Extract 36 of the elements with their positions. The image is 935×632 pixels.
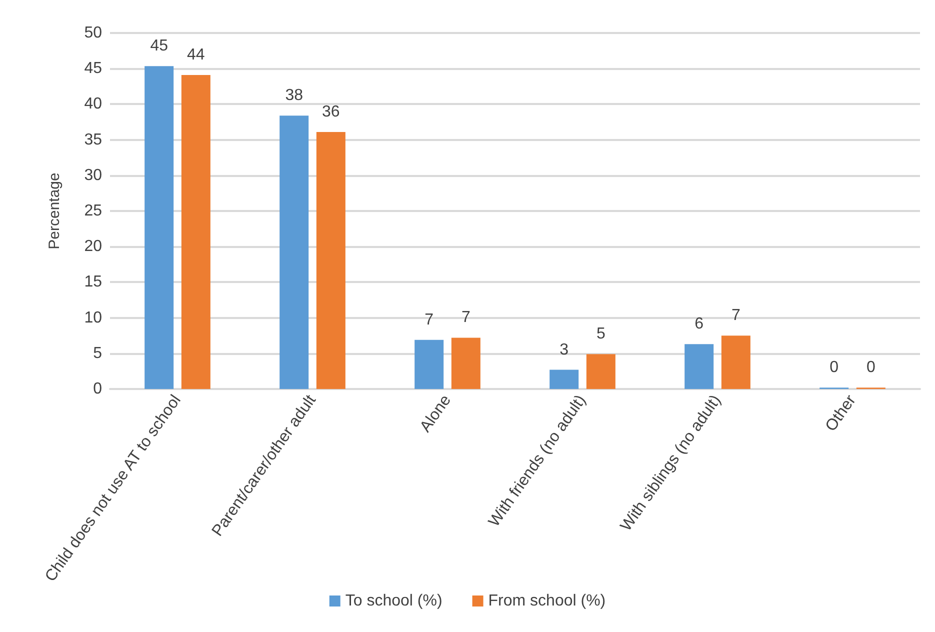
data-label: 5	[596, 326, 606, 343]
y-axis-title: Percentage	[46, 172, 63, 250]
y-tick-label: 45	[84, 60, 102, 78]
y-tick-label: 20	[84, 238, 102, 256]
bar	[721, 336, 750, 389]
bar	[451, 338, 480, 389]
bar	[181, 75, 210, 389]
bar	[316, 132, 346, 389]
legend-label: To school (%)	[345, 592, 442, 610]
data-label: 0	[830, 359, 839, 376]
y-tick-label: 25	[84, 202, 102, 220]
y-tick-label: 30	[84, 166, 102, 184]
data-label: 3	[560, 341, 569, 358]
bar	[586, 354, 616, 389]
bar	[414, 340, 444, 389]
bar	[144, 66, 174, 389]
data-label: 44	[187, 46, 205, 64]
data-label: 38	[285, 87, 304, 104]
y-tick-label: 15	[84, 274, 102, 291]
data-label: 7	[731, 307, 740, 324]
bar	[550, 370, 579, 389]
bar	[684, 344, 714, 389]
y-tick-label: 5	[93, 344, 102, 362]
data-label: 36	[322, 103, 340, 120]
data-label: 45	[150, 38, 168, 55]
y-tick-label: 35	[84, 131, 102, 148]
y-tick-label: 40	[84, 96, 102, 113]
y-tick-label: 0	[93, 380, 102, 398]
bar	[280, 116, 309, 389]
y-tick-label: 10	[84, 309, 102, 326]
data-label: 6	[694, 316, 704, 333]
data-label: 7	[461, 309, 470, 326]
data-label: 0	[866, 359, 876, 376]
y-tick-label: 50	[84, 24, 102, 42]
data-label: 7	[424, 311, 434, 328]
legend-label: From school (%)	[488, 592, 606, 610]
